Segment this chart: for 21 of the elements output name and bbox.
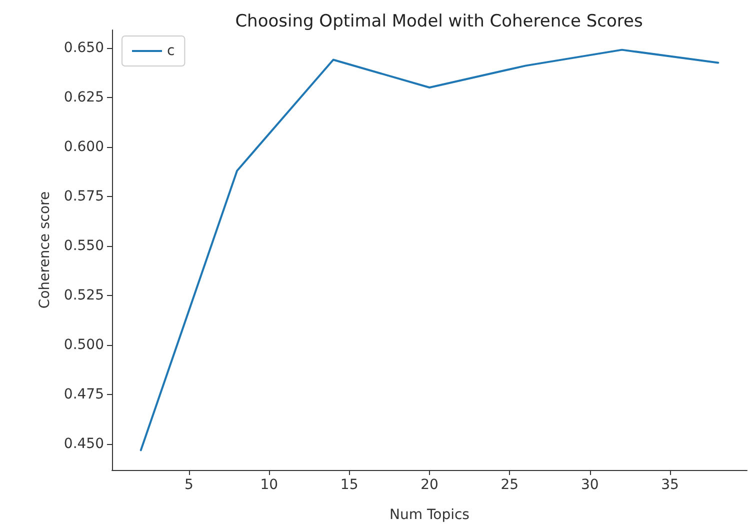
x-tick-label: 20	[420, 477, 438, 493]
y-tick-label: 0.575	[64, 188, 104, 204]
x-tick-label: 15	[340, 477, 358, 493]
y-tick-label: 0.475	[64, 386, 104, 403]
y-tick-label: 0.625	[64, 89, 104, 106]
x-tick-label: 35	[661, 477, 679, 493]
x-tick-label: 30	[580, 477, 599, 493]
line-series	[140, 48, 720, 452]
y-axis-title: Coherence score	[37, 191, 53, 309]
y-tick-label: 0.650	[64, 40, 104, 56]
y-tick-label: 0.525	[64, 288, 104, 304]
x-axis-title: Num Topics	[390, 507, 470, 523]
x-tick-label: 10	[260, 477, 278, 493]
legend-label: c	[167, 43, 175, 59]
y-tick-label: 0.550	[64, 238, 104, 254]
x-tick-label: 5	[184, 477, 194, 493]
y-tick-label: 0.600	[64, 138, 104, 155]
y-tick-label: 0.500	[64, 337, 104, 354]
x-tick-label: 25	[500, 477, 519, 493]
y-tick-label: 0.450	[64, 436, 104, 452]
chart-title: Choosing Optimal Model with Coherence Scores	[235, 12, 643, 32]
